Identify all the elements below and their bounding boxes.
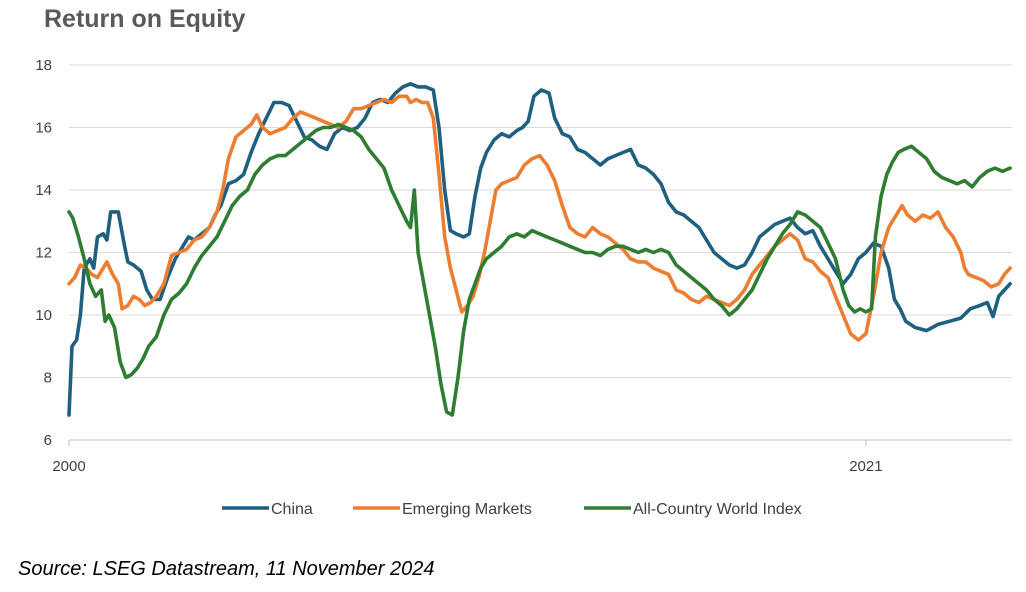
y-tick-label: 12 [35,245,52,262]
y-tick-label: 10 [35,307,52,324]
series-line-china [67,82,1012,417]
y-tick-label: 14 [35,182,52,199]
y-axis-tick-labels: 6 8 10 12 14 16 18 [35,57,52,449]
series-line-all-country-world-index [67,122,1012,417]
y-tick-label: 18 [35,57,52,74]
x-tick-label: 2021 [849,458,882,475]
y-tick-label: 16 [35,120,52,137]
series-line-emerging-markets [67,94,1012,342]
chart-title: Return on Equity [44,5,246,33]
legend-label-all-country-world-index: All-Country World Index [633,501,802,518]
legend-label-emerging-markets: Emerging Markets [402,501,532,518]
y-tick-label: 8 [44,370,52,387]
x-tick-label: 2000 [52,458,85,475]
legend: China Emerging Markets All-Country World I… [222,501,802,518]
source-note: Source: LSEG Datastream, 11 November 202… [18,558,435,580]
x-axis: 2000 2021 [52,439,1012,475]
roe-line-chart: 6 8 10 12 14 16 18 2000 2021 China Emerging Mark… [35,57,1012,518]
legend-label-china: China [271,501,313,518]
data-series [67,82,1012,417]
y-tick-label: 6 [44,432,52,449]
